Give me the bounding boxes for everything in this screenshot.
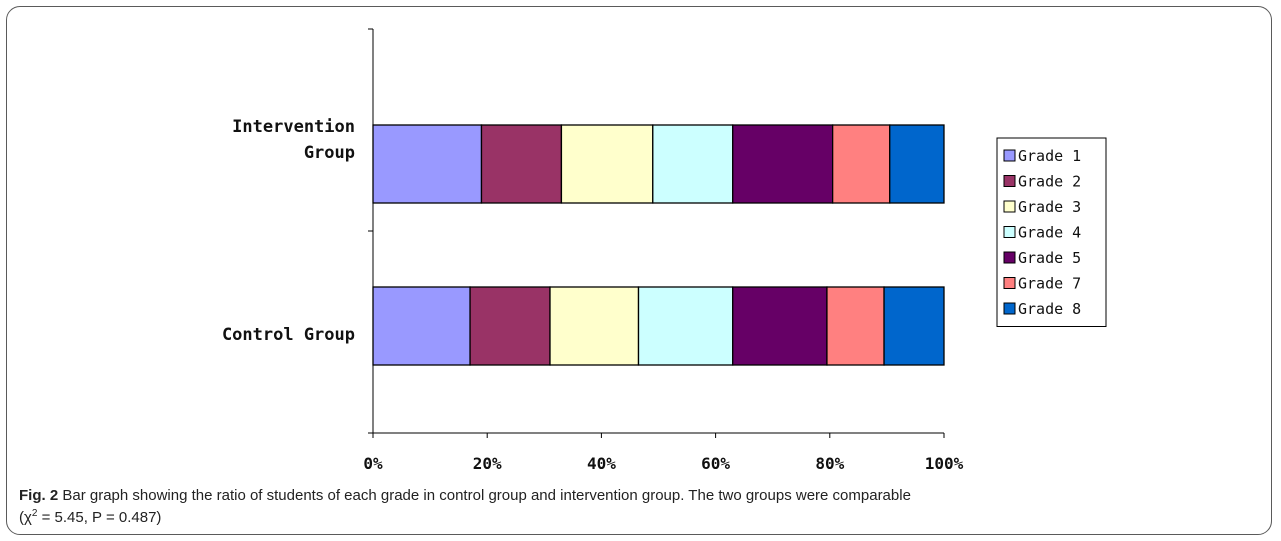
legend-swatch — [1003, 302, 1016, 315]
bar-segment-intervention-grade-3 — [560, 124, 654, 204]
bar-segment-intervention-grade-4 — [652, 124, 734, 204]
legend-swatch — [1003, 251, 1016, 264]
x-tick-label: 80% — [815, 454, 844, 473]
legend-label: Grade 7 — [1018, 275, 1081, 293]
legend: Grade 1 Grade 2 Grade 3 Grade 4 Grade 5 Grade… — [996, 137, 1107, 327]
bar-segment-intervention-grade-8 — [889, 124, 945, 204]
bar-segment-intervention-grade-7 — [832, 124, 891, 204]
caption-stat-sup: 2 — [31, 508, 38, 519]
x-tick-label: 20% — [473, 454, 502, 473]
legend-label: Grade 3 — [1018, 198, 1081, 216]
legend-label: Grade 4 — [1018, 224, 1081, 242]
bar-segment-intervention-grade-1 — [372, 124, 483, 204]
figure-caption: Fig. 2 Bar graph showing the ratio of st… — [19, 487, 1259, 527]
legend-label: Grade 8 — [1018, 300, 1081, 318]
bar-segment-control-grade-4 — [637, 286, 734, 366]
bar-segment-control-grade-7 — [826, 286, 885, 366]
x-tick-label: 40% — [587, 454, 616, 473]
y-axis-ticks — [368, 28, 373, 434]
bar-segment-control-grade-8 — [883, 286, 945, 366]
bar-segment-control-grade-2 — [469, 286, 551, 366]
bar-segment-control-grade-5 — [732, 286, 828, 366]
bar-segment-intervention-grade-2 — [480, 124, 563, 204]
x-tick-label: 0% — [363, 454, 383, 473]
legend-swatch — [1003, 226, 1016, 238]
bar-segment-control-grade-1 — [372, 286, 471, 366]
legend-label: Grade 2 — [1018, 173, 1081, 191]
bars-group — [372, 124, 945, 366]
bar-segment-control-grade-3 — [549, 286, 640, 366]
figure-frame: 0% 20% 40% 60% 80% 100% Intervention Group Cont… — [6, 6, 1272, 535]
x-tick-label: 100% — [925, 454, 964, 473]
caption-stat-rest: = 5.45, P = 0.487) — [37, 509, 162, 526]
category-label-intervention: Intervention — [232, 117, 355, 137]
category-labels: Intervention Group Control Group — [222, 117, 355, 345]
legend-swatch — [1003, 175, 1016, 187]
category-label-control: Control Group — [222, 325, 355, 345]
legend-swatch — [1003, 200, 1016, 213]
figure-label: Fig. 2 — [19, 487, 59, 504]
caption-text-line1: Bar graph showing the ratio of students … — [62, 487, 911, 504]
category-label-intervention: Group — [304, 143, 355, 163]
stacked-bar-chart: 0% 20% 40% 60% 80% 100% Intervention Group Cont… — [222, 28, 1107, 473]
legend-swatch — [1003, 149, 1016, 162]
bar-segment-intervention-grade-5 — [732, 124, 834, 204]
legend-swatch — [1003, 277, 1016, 289]
legend-label: Grade 1 — [1018, 147, 1081, 165]
x-tick-label: 60% — [701, 454, 730, 473]
legend-label: Grade 5 — [1018, 249, 1081, 267]
x-axis-ticks: 0% 20% 40% 60% 80% 100% — [363, 433, 964, 473]
caption-stat-open: (χ — [19, 509, 32, 526]
